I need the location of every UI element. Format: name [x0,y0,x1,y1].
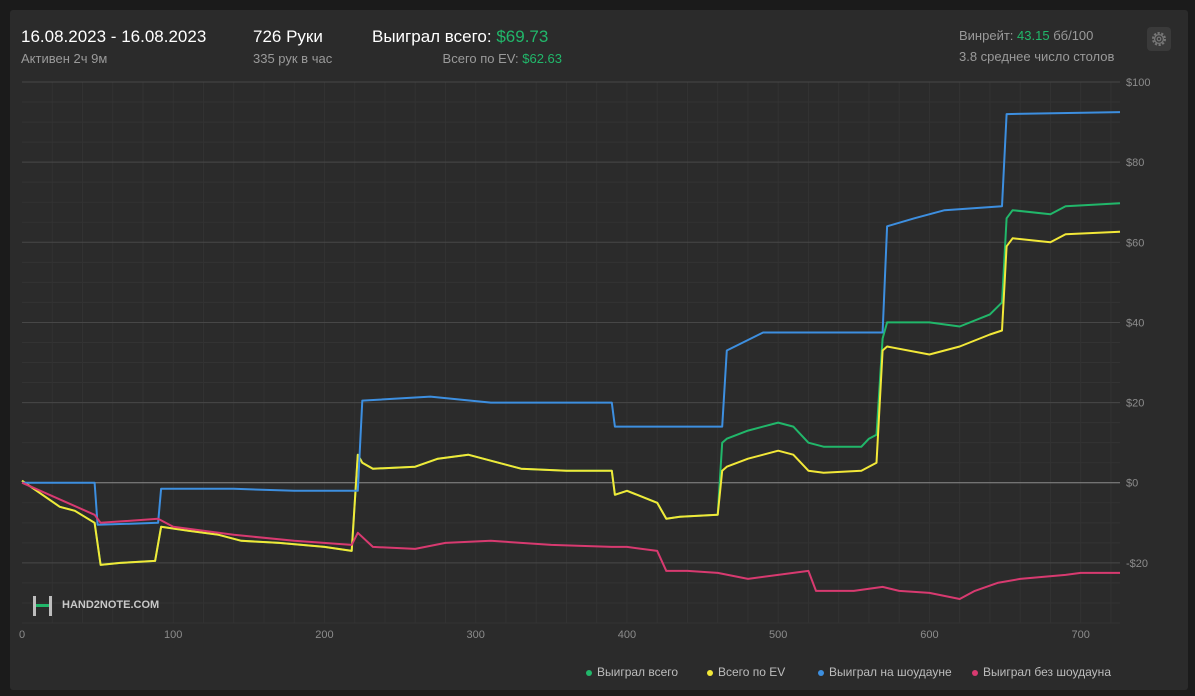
x-tick-label: 0 [19,629,25,641]
legend-label: Выиграл всего [597,665,679,679]
winrate-unit: бб/100 [1053,28,1094,43]
date-range: 16.08.2023 - 16.08.2023 [21,27,207,46]
legend-dot-icon [972,669,978,676]
legend-dot-icon [818,669,824,676]
y-tick-label: $0 [1126,478,1138,490]
chart-panel: 16.08.2023 - 16.08.2023 Активен 2ч 9м 72… [10,10,1188,690]
y-tick-label: $100 [1126,77,1150,89]
legend-won-total[interactable]: Выиграл всего [586,665,678,679]
settings-button[interactable] [1147,27,1171,51]
x-tick-label: 700 [1071,629,1089,641]
x-tick-label: 100 [164,629,182,641]
hands-count: 726 Руки [253,27,323,46]
x-tick-label: 500 [769,629,787,641]
winrate-label: Винрейт: [959,28,1014,43]
won-total-label: Выиграл всего: [372,27,492,46]
y-tick-label: $80 [1126,157,1144,169]
ev-total-value: $62.63 [522,51,562,66]
y-tick-label: $60 [1126,237,1144,249]
legend-label: Выиграл на шоудауне [829,665,952,679]
active-time: Активен 2ч 9м [21,51,108,66]
legend-label: Выиграл без шоудауна [983,665,1111,679]
y-tick-label: $20 [1126,398,1144,410]
series-line-3d8fe0 [22,111,1121,526]
ev-total-label: Всего по EV: [442,51,519,66]
legend-non-showdown[interactable]: Выиграл без шоудауна [972,665,1111,679]
legend-dot-icon [586,669,592,676]
hands-per-hour: 335 рук в час [253,51,333,66]
legend-label: Всего по EV [718,665,786,679]
gear-icon [1152,32,1166,46]
ev-total: Всего по EV: $62.63 [443,51,562,66]
x-tick-label: 200 [315,629,333,641]
won-total: Выиграл всего: $69.73 [372,27,548,47]
legend-showdown[interactable]: Выиграл на шоудауне [818,665,952,679]
avg-tables: 3.8 среднее число столов [959,49,1115,64]
x-tick-label: 400 [618,629,636,641]
hand2note-logo-icon [33,596,52,616]
series-line-21b76a [21,202,1121,566]
watermark-text: HAND2NOTE.COM [62,599,160,611]
legend-dot-icon [707,669,713,676]
winrate: Винрейт: 43.15 бб/100 [959,28,1093,43]
legend-ev-total[interactable]: Всего по EV [707,665,785,679]
x-tick-label: 600 [920,629,938,641]
winrate-value: 43.15 [1017,28,1050,43]
line-chart: -$20 $0 $20 $40 $60 $80 $100 0 100 200 300 400 500 60… [19,77,1151,641]
won-total-value: $69.73 [496,27,549,46]
x-tick-label: 300 [467,629,485,641]
y-tick-label: $40 [1126,317,1144,329]
series-line-f2e838 [21,230,1121,566]
y-tick-label: -$20 [1126,558,1148,570]
series-line-d83a70 [21,481,1120,600]
